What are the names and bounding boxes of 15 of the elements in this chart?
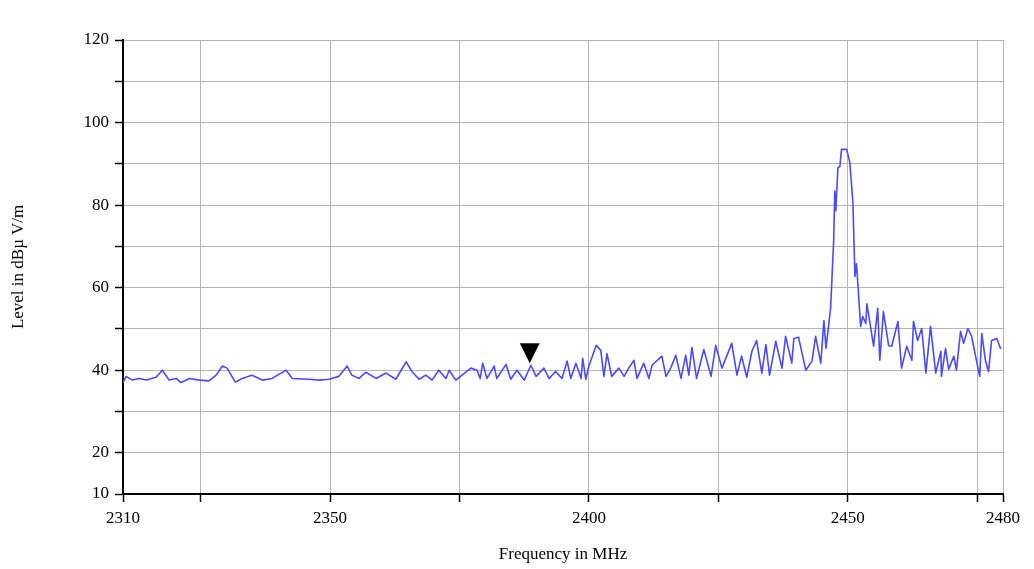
x-tick-label: 2310 <box>106 507 140 527</box>
y-tick-label: 10 <box>92 483 109 503</box>
y-tick-label: 100 <box>83 112 109 132</box>
x-tick-label: 2480 <box>986 507 1020 527</box>
x-axis-title: Frequency in MHz <box>498 544 628 564</box>
y-axis-title: Level in dBµ V/m <box>7 204 27 330</box>
y-tick-label: 120 <box>83 29 109 49</box>
x-tick-label: 2450 <box>830 507 865 527</box>
y-tick-label: 60 <box>92 277 109 297</box>
y-tick-label: 80 <box>92 194 109 214</box>
y-tick-label: 40 <box>92 359 109 379</box>
annotation: ▼ <box>519 335 540 366</box>
x-tick-label: 2400 <box>571 507 606 527</box>
x-tick-label: 2350 <box>313 507 348 527</box>
y-tick-label: 20 <box>92 442 109 462</box>
